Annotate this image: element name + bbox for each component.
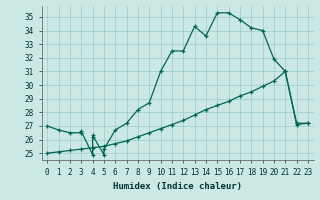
X-axis label: Humidex (Indice chaleur): Humidex (Indice chaleur) [113,182,242,191]
